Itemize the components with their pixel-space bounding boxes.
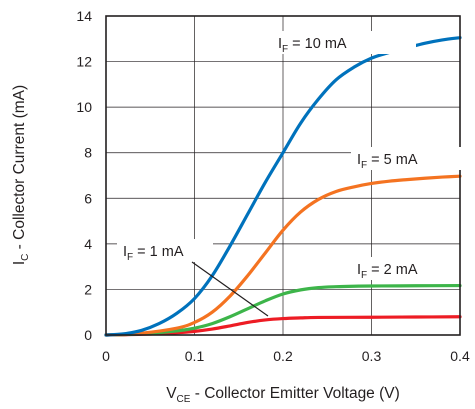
series-line-if-5ma bbox=[104, 174, 462, 337]
series-line-if-2ma bbox=[104, 283, 462, 337]
label-rest: = 10 mA bbox=[288, 36, 347, 52]
plot-frame bbox=[105, 15, 461, 336]
label-main: I bbox=[357, 152, 361, 168]
series-line-if-1ma bbox=[104, 315, 462, 337]
label-background bbox=[117, 239, 213, 262]
label-sub: F bbox=[282, 44, 288, 55]
x-axis-label: VCE - Collector Emitter Voltage (V) bbox=[166, 385, 400, 405]
y-tick-label: 14 bbox=[76, 8, 92, 24]
y-tick-label: 10 bbox=[76, 99, 92, 115]
label-main: I bbox=[123, 244, 127, 260]
label-background bbox=[351, 147, 463, 170]
label-rest: = 5 mA bbox=[367, 152, 418, 168]
y-tick-label: 2 bbox=[84, 281, 92, 297]
y-tick-label: 12 bbox=[76, 54, 92, 70]
x-tick-label: 0.1 bbox=[185, 348, 205, 364]
label-sub: F bbox=[361, 270, 367, 281]
label-leader-line bbox=[191, 261, 269, 317]
x-tick-label: 0.3 bbox=[362, 348, 382, 364]
label-background bbox=[351, 257, 455, 280]
label-if-1ma: IF = 1 mA bbox=[123, 244, 184, 263]
y-tick-label: 4 bbox=[84, 236, 92, 252]
y-tick-label: 8 bbox=[84, 145, 92, 161]
x-tick-label: 0.4 bbox=[450, 348, 470, 364]
y-axis-label: IC - Collector Current (mA) bbox=[11, 85, 31, 265]
x-axis-label-rest: - Collector Emitter Voltage (V) bbox=[190, 385, 399, 402]
tick-labels: 0 2 4 6 8 10 12 14 0 0.1 0.2 0.3 0.4 bbox=[76, 8, 470, 364]
label-sub: F bbox=[127, 252, 133, 263]
label-rest: = 2 mA bbox=[367, 262, 418, 278]
y-axis-label-main: I bbox=[11, 261, 28, 265]
label-main: I bbox=[278, 36, 282, 52]
x-axis-label-main: V bbox=[166, 385, 177, 402]
y-tick-label: 6 bbox=[84, 190, 92, 206]
label-sub: F bbox=[361, 160, 367, 171]
y-axis-label-rest: - Collector Current (mA) bbox=[11, 85, 28, 254]
label-background bbox=[272, 31, 416, 54]
label-if-2ma: IF = 2 mA bbox=[357, 262, 418, 281]
x-axis-label-sub: CE bbox=[177, 394, 191, 405]
x-tick-label: 0 bbox=[102, 348, 110, 364]
y-tick-label: 0 bbox=[84, 327, 92, 343]
label-if-10ma: IF = 10 mA bbox=[278, 36, 347, 55]
label-main: I bbox=[357, 262, 361, 278]
label-rest: = 1 mA bbox=[133, 244, 184, 260]
y-axis-label-sub: C bbox=[20, 254, 31, 261]
x-tick-label: 0.2 bbox=[273, 348, 293, 364]
label-if-5ma: IF = 5 mA bbox=[357, 152, 418, 171]
